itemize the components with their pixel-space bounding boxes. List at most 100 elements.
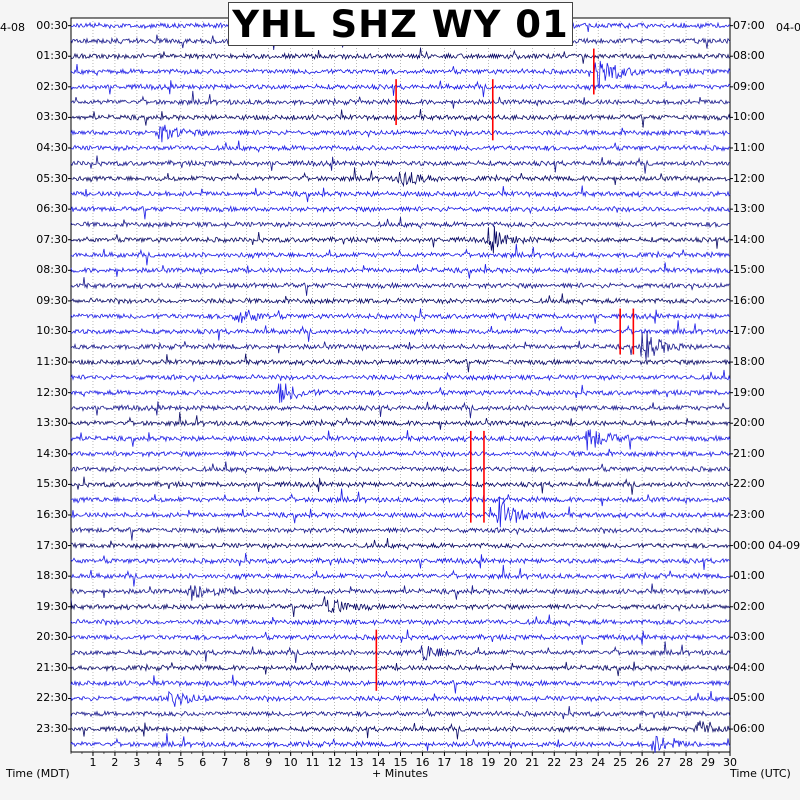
start-date-label: 4-08 xyxy=(0,21,25,34)
left-time-label: 16:30 xyxy=(36,507,68,521)
left-time-label: 14:30 xyxy=(36,446,68,460)
minute-tick-label: 12 xyxy=(327,756,342,769)
trace-row xyxy=(70,538,731,551)
right-time-label: 12:00 xyxy=(733,171,765,185)
left-time-label: 07:30 xyxy=(36,232,68,246)
left-time-label: 17:30 xyxy=(36,538,68,552)
trace-row xyxy=(70,526,731,541)
minute-tick-label: 7 xyxy=(221,756,229,769)
trace-row xyxy=(70,720,731,740)
trace-row xyxy=(70,369,731,383)
left-time-label: 10:30 xyxy=(36,324,68,338)
trace-row xyxy=(70,243,731,266)
trace-row xyxy=(70,155,731,174)
right-time-label: 00:00 04-09 xyxy=(733,538,800,552)
minute-tick-label: 26 xyxy=(635,756,650,769)
right-axis-label: Time (UTC) xyxy=(730,767,791,780)
trace-row xyxy=(70,383,731,403)
right-time-label: 21:00 xyxy=(733,446,765,460)
minute-tick-label: 25 xyxy=(613,756,628,769)
trace-row xyxy=(70,496,731,528)
right-time-label: 06:00 xyxy=(733,722,765,736)
right-time-label: 14:00 xyxy=(733,232,765,246)
trace-row xyxy=(70,60,731,89)
right-time-label: 03:00 xyxy=(733,630,765,644)
minute-tick-label: 20 xyxy=(503,756,518,769)
trace-row xyxy=(70,80,731,98)
right-time-label: 07:00 xyxy=(733,18,765,32)
trace-row xyxy=(70,488,731,507)
minute-tick-label: 24 xyxy=(591,756,606,769)
minute-tick-label: 22 xyxy=(547,756,562,769)
minute-tick-label: 14 xyxy=(371,756,386,769)
minute-tick-label: 19 xyxy=(481,756,496,769)
left-time-label: 18:30 xyxy=(36,569,68,583)
trace-row xyxy=(70,641,731,663)
left-axis-label: Time (MDT) xyxy=(6,767,70,780)
minute-tick-label: 17 xyxy=(437,756,452,769)
minute-tick-label: 28 xyxy=(679,756,694,769)
minute-tick-label: 11 xyxy=(305,756,320,769)
minute-tick-label: 5 xyxy=(177,756,185,769)
left-time-label: 15:30 xyxy=(36,477,68,491)
left-time-label: 03:30 xyxy=(36,110,68,124)
right-time-label: 20:00 xyxy=(733,416,765,430)
trace-row xyxy=(70,705,731,720)
right-time-label: 18:00 xyxy=(733,355,765,369)
trace-row xyxy=(70,614,731,627)
trace-row xyxy=(70,140,731,153)
right-time-label: 01:00 xyxy=(733,569,765,583)
left-time-label: 06:30 xyxy=(36,202,68,216)
trace-row xyxy=(70,216,731,230)
trace-row xyxy=(70,293,731,306)
right-time-label: 08:00 xyxy=(733,49,765,63)
minute-tick-label: 4 xyxy=(155,756,163,769)
trace-row xyxy=(70,553,731,570)
trace-row xyxy=(70,476,731,495)
trace-row xyxy=(70,564,731,587)
trace-row xyxy=(70,583,731,601)
minute-tick-label: 9 xyxy=(265,756,273,769)
trace-row xyxy=(70,401,731,419)
trace-row xyxy=(70,90,731,109)
right-time-label: 11:00 xyxy=(733,140,765,154)
minute-tick-label: 30 xyxy=(723,756,737,769)
trace-row xyxy=(70,226,731,254)
right-time-label: 23:00 xyxy=(733,507,765,521)
left-time-label: 22:30 xyxy=(36,691,68,705)
trace-row xyxy=(70,596,731,617)
right-time-label: 02:00 xyxy=(733,599,765,613)
minute-tick-label: 2 xyxy=(111,756,119,769)
trace-row xyxy=(70,353,731,373)
trace-row xyxy=(70,661,731,677)
left-time-label: 19:30 xyxy=(36,599,68,613)
utc-date-label: 04-0 xyxy=(776,21,800,34)
minute-tick-label: 3 xyxy=(133,756,141,769)
right-time-label: 15:00 xyxy=(733,263,765,277)
right-time-label: 22:00 xyxy=(733,477,765,491)
minute-tick-label: 1 xyxy=(89,756,97,769)
minute-tick-label: 21 xyxy=(525,756,540,769)
minute-tick-label: 29 xyxy=(701,756,716,769)
trace-row xyxy=(70,47,731,64)
left-time-label: 21:30 xyxy=(36,660,68,674)
right-time-label: 10:00 xyxy=(733,110,765,124)
left-time-label: 12:30 xyxy=(36,385,68,399)
trace-row xyxy=(70,108,731,128)
trace-row xyxy=(70,277,731,296)
right-time-label: 04:00 xyxy=(733,660,765,674)
left-time-label: 08:30 xyxy=(36,263,68,277)
left-time-label: 01:30 xyxy=(36,49,68,63)
left-time-label: 00:30 xyxy=(36,18,68,32)
left-time-label: 02:30 xyxy=(36,79,68,93)
trace-row xyxy=(70,205,731,220)
right-time-label: 16:00 xyxy=(733,293,765,307)
right-time-label: 05:00 xyxy=(733,691,765,705)
trace-row xyxy=(70,690,731,707)
minute-tick-label: 6 xyxy=(199,756,207,769)
trace-row xyxy=(70,448,731,460)
right-time-label: 09:00 xyxy=(733,79,765,93)
trace-row xyxy=(70,429,731,451)
trace-row xyxy=(70,461,731,474)
